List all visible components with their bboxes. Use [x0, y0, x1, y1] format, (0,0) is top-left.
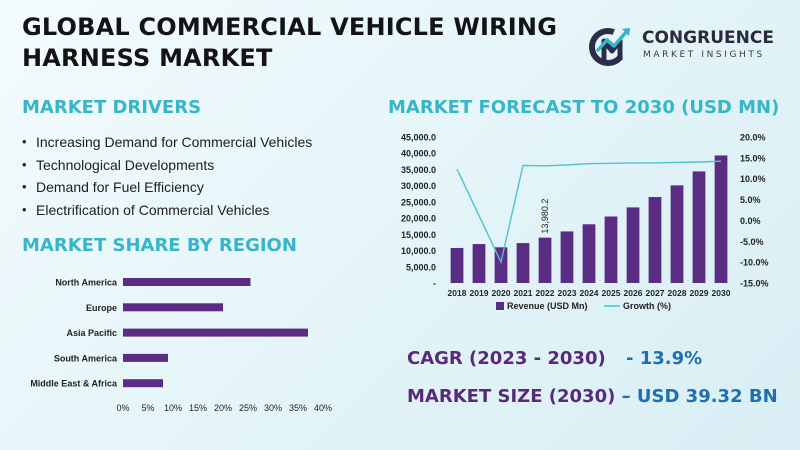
region-x-tick: 20% — [214, 403, 232, 413]
market-size-value: – USD 39.32 BN — [621, 386, 778, 407]
cagr-stat: CAGR (2023 - 2030) - 13.9% — [407, 348, 702, 369]
drivers-heading: Market Drivers — [22, 97, 202, 118]
forecast-y-tick: - — [433, 279, 436, 289]
forecast-x-tick: 2020 — [492, 288, 511, 298]
region-x-tick: 40% — [314, 403, 332, 413]
page-title-line-2: Harness Market — [22, 44, 273, 72]
legend-swatch-revenue — [496, 302, 504, 310]
region-bar — [123, 379, 163, 388]
revenue-bar — [648, 197, 662, 283]
market-size-stat: MARKET SIZE (2030) – USD 39.32 BN — [407, 386, 778, 407]
revenue-bar — [604, 216, 618, 283]
forecast-y2-tick: 5.0% — [740, 195, 761, 205]
brand-logo: CONGRUENCE MARKET INSIGHTS — [588, 24, 788, 68]
revenue-bar — [714, 155, 728, 283]
revenue-bar — [516, 243, 530, 283]
forecast-y-tick: 5,000.0 — [406, 262, 436, 272]
page-title-line-1: Global Commercial Vehicle Wiring — [22, 13, 558, 41]
forecast-y-tick: 15,000.0 — [401, 230, 436, 240]
forecast-y2-tick: -10.0% — [740, 258, 769, 268]
legend-label-growth: Growth (%) — [623, 301, 671, 311]
region-x-tick: 30% — [264, 403, 282, 413]
revenue-bar — [626, 207, 640, 283]
legend-label-revenue: Revenue (USD Mn) — [507, 301, 588, 311]
region-bar — [123, 303, 223, 312]
region-heading: Market Share by Region — [22, 235, 297, 256]
revenue-bar — [472, 244, 486, 283]
revenue-bar — [582, 224, 596, 283]
region-share-chart: North America Europe Asia Pacific South Ame… — [30, 278, 332, 414]
forecast-x-tick: 2027 — [646, 288, 665, 298]
cagr-label: CAGR (2023 - 2030) — [407, 348, 606, 369]
forecast-y-tick: 10,000.0 — [401, 246, 436, 256]
forecast-y2-tick: 15.0% — [740, 153, 766, 163]
forecast-x-tick: 2021 — [514, 288, 533, 298]
drivers-list: Increasing Demand for Commercial Vehicle… — [22, 131, 362, 221]
region-x-tick: 10% — [164, 403, 182, 413]
forecast-y-tick: 45,000.0 — [401, 133, 436, 143]
revenue-bar — [560, 231, 574, 283]
region-bar — [123, 278, 251, 286]
region-bar — [123, 353, 168, 362]
forecast-y2-tick: -15.0% — [740, 279, 769, 289]
region-label: North America — [55, 278, 118, 288]
forecast-y2-tick: 20.0% — [740, 133, 766, 143]
forecast-y-tick: 30,000.0 — [401, 181, 436, 191]
forecast-y-tick: 25,000.0 — [401, 197, 436, 207]
forecast-y-tick: 35,000.0 — [401, 165, 436, 175]
data-label: 13,980.2 — [540, 199, 550, 234]
growth-line — [456, 160, 722, 265]
forecast-x-tick: 2018 — [448, 288, 467, 298]
forecast-x-tick: 2028 — [668, 288, 687, 298]
cagr-value: - 13.9% — [625, 348, 703, 369]
region-label: Middle East & Africa — [30, 379, 118, 389]
market-size-label: MARKET SIZE (2030) — [407, 386, 616, 407]
forecast-y-tick: 40,000.0 — [401, 149, 436, 159]
cm-logo-icon — [589, 28, 630, 66]
forecast-x-tick: 2026 — [624, 288, 643, 298]
revenue-bar — [538, 237, 552, 283]
forecast-x-tick: 2019 — [470, 288, 489, 298]
brand-tagline: MARKET INSIGHTS — [643, 50, 765, 60]
driver-item: Technological Developments — [22, 154, 362, 177]
forecast-y2-tick: -5.0% — [740, 237, 764, 247]
revenue-bar — [450, 247, 464, 283]
region-label: Europe — [86, 303, 117, 313]
forecast-x-tick: 2023 — [558, 288, 577, 298]
region-x-tick: 35% — [289, 403, 307, 413]
region-x-tick: 5% — [141, 403, 154, 413]
forecast-y2-tick: 0.0% — [740, 216, 761, 226]
forecast-heading: Market Forecast to 2030 (USD Mn) — [388, 97, 780, 118]
forecast-x-tick: 2022 — [536, 288, 555, 298]
page-title: Global Commercial Vehicle Wiring Harness… — [22, 12, 582, 74]
forecast-x-tick: 2030 — [712, 288, 731, 298]
driver-item: Increasing Demand for Commercial Vehicle… — [22, 131, 362, 154]
region-label: Asia Pacific — [66, 328, 117, 338]
region-bar — [123, 328, 308, 337]
brand-name: CONGRUENCE — [642, 28, 774, 48]
forecast-x-tick: 2025 — [602, 288, 621, 298]
forecast-x-tick: 2029 — [690, 288, 709, 298]
region-x-tick: 25% — [239, 403, 257, 413]
driver-item: Demand for Fuel Efficiency — [22, 176, 362, 199]
region-x-tick: 0% — [116, 403, 129, 413]
revenue-bar — [670, 185, 684, 283]
forecast-y-tick: 20,000.0 — [401, 214, 436, 224]
forecast-y2-tick: 10.0% — [740, 174, 766, 184]
region-x-tick: 15% — [189, 403, 207, 413]
driver-item: Electrification of Commercial Vehicles — [22, 199, 362, 222]
forecast-x-tick: 2024 — [580, 288, 599, 298]
revenue-bar — [692, 171, 706, 283]
region-label: South America — [54, 353, 118, 363]
forecast-chart: - 5,000.0 10,000.0 15,000.0 20,000.0 25,000.0… — [401, 133, 769, 312]
